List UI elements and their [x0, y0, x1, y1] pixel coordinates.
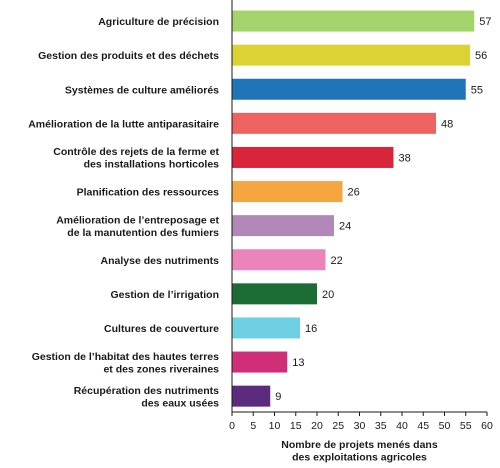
bar: [232, 215, 334, 237]
value-label: 55: [471, 84, 483, 96]
bar: [232, 181, 343, 203]
bar: [232, 78, 466, 100]
x-tick-label: 5: [250, 420, 256, 432]
value-label: 20: [322, 289, 334, 301]
category-label: Gestion de l’irrigation: [110, 289, 219, 301]
bars-layer: [232, 10, 475, 407]
value-label: 57: [479, 16, 491, 28]
bar: [232, 146, 394, 168]
value-label: 22: [331, 255, 343, 267]
x-axis-ticks: 0 5 10 15 20 25 30 35 40 45 50 55 60: [229, 412, 493, 432]
x-tick-label: 15: [290, 420, 302, 432]
bar: [232, 385, 271, 407]
category-label: Récupération des nutriments des eaux usée…: [74, 385, 219, 410]
x-tick-label: 20: [311, 420, 323, 432]
category-label: Gestion des produits et des déchets: [38, 50, 219, 62]
category-label: Analyse des nutriments: [101, 255, 220, 267]
value-labels: 57 56 55 48 38 26 24 22 20 16 13 9: [275, 16, 491, 403]
category-label: Agriculture de précision: [98, 16, 219, 28]
category-labels: Agriculture de précision Gestion des prod…: [28, 16, 219, 409]
category-label: Amélioration de la lutte antiparasitaire: [28, 118, 219, 130]
bar: [232, 249, 326, 271]
x-tick-label: 50: [439, 420, 451, 432]
bar: [232, 283, 317, 305]
category-label: Systèmes de culture améliorés: [65, 84, 219, 96]
category-label: Amélioration de l’entreposage et de la ma…: [56, 214, 219, 239]
value-label: 26: [348, 187, 360, 199]
bar: [232, 317, 300, 339]
category-label: Contrôle des rejets de la ferme et des in…: [53, 146, 219, 171]
x-tick-label: 40: [396, 420, 408, 432]
bar: [232, 351, 288, 373]
category-label: Planification des ressources: [77, 187, 220, 199]
x-tick-label: 30: [354, 420, 366, 432]
x-tick-label: 25: [332, 420, 344, 432]
value-label: 38: [399, 152, 411, 164]
bar: [232, 10, 475, 32]
value-label: 13: [292, 357, 304, 369]
x-tick-label: 60: [481, 420, 493, 432]
x-tick-label: 45: [417, 420, 429, 432]
category-label: Gestion de l’habitat des hautes terres et…: [32, 351, 219, 376]
category-label: Cultures de couverture: [104, 323, 219, 335]
value-label: 24: [339, 221, 351, 233]
value-label: 9: [275, 391, 281, 403]
x-tick-label: 0: [229, 420, 235, 432]
x-tick-label: 10: [269, 420, 281, 432]
value-label: 56: [475, 50, 487, 62]
x-tick-label: 55: [460, 420, 472, 432]
bar: [232, 44, 470, 66]
x-axis-title: Nombre de projets menés dans des exploita…: [281, 439, 438, 464]
value-label: 48: [441, 118, 453, 130]
value-label: 16: [305, 323, 317, 335]
bar: [232, 112, 436, 134]
x-tick-label: 35: [375, 420, 387, 432]
